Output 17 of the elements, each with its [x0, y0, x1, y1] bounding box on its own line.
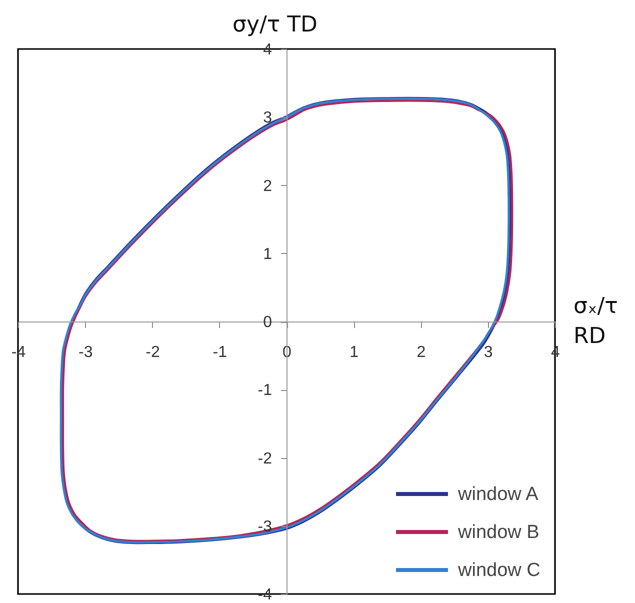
x-tick-label: -2 [146, 344, 160, 361]
x-axis-title: σₓ/τ RD [574, 294, 618, 349]
legend-label: window C [457, 560, 540, 581]
legend-label: window B [457, 522, 540, 543]
y-tick-label: 2 [263, 178, 272, 195]
y-tick-label: 3 [263, 110, 272, 127]
y-axis-title: σy/τ TD [232, 12, 318, 38]
y-tick-label: 0 [263, 314, 272, 331]
y-tick-label: -2 [258, 450, 272, 468]
y-tick-label: -1 [258, 382, 272, 400]
x-tick-label: -1 [212, 344, 228, 361]
x-tick-label: 3 [484, 344, 493, 361]
x-tick-label: -3 [78, 344, 93, 361]
legend-label: window A [457, 484, 539, 505]
x-tick-label: 2 [416, 344, 426, 361]
x-tick-label: 1 [350, 344, 359, 361]
y-tick-label: 1 [263, 246, 272, 263]
